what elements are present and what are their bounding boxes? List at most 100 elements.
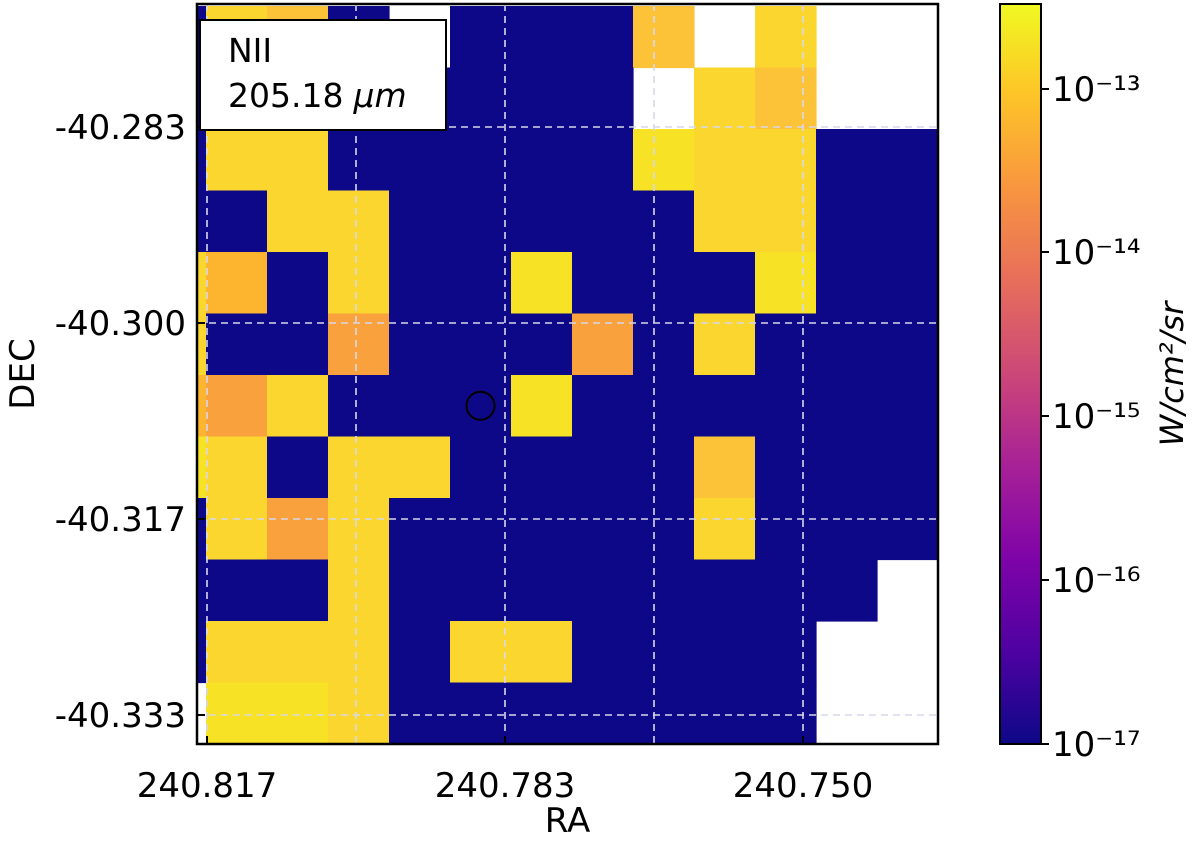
heatmap-cell bbox=[572, 6, 634, 69]
heatmap-cell bbox=[694, 375, 756, 438]
annotation-wavelength: 205.18 μm bbox=[228, 76, 407, 115]
y-tick-label: -40.333 bbox=[55, 696, 186, 736]
heatmap-cell bbox=[267, 498, 329, 561]
heatmap-cell bbox=[206, 498, 268, 561]
heatmap-cell bbox=[197, 252, 207, 315]
heatmap-cell bbox=[755, 498, 817, 561]
heatmap-cell bbox=[389, 498, 451, 561]
y-tick-label: -40.283 bbox=[55, 108, 186, 148]
heatmap-cell bbox=[755, 375, 817, 438]
plot-frame bbox=[195, 2, 940, 746]
heatmap-cell bbox=[694, 682, 756, 745]
heatmap-cell bbox=[389, 252, 451, 315]
heatmap-cell bbox=[511, 129, 573, 192]
heatmap-cell bbox=[206, 682, 268, 745]
heatmap-cell bbox=[816, 559, 878, 622]
heatmap-cell bbox=[389, 682, 451, 745]
heatmap-cell bbox=[206, 190, 268, 253]
heatmap-cell bbox=[206, 252, 268, 315]
heatmap-cell bbox=[694, 252, 756, 315]
y-axis-ticks: -40.283 -40.300 -40.317 -40.333 bbox=[55, 108, 205, 736]
heatmap-cell bbox=[511, 559, 573, 622]
heatmap-cell bbox=[572, 252, 634, 315]
heatmap-cell bbox=[816, 436, 878, 499]
heatmap-cell bbox=[755, 436, 817, 499]
heatmap-cell bbox=[511, 498, 573, 561]
heatmap-cell bbox=[633, 6, 695, 69]
x-axis-ticks: 240.817 240.783 240.750 bbox=[137, 736, 873, 806]
heatmap-cell bbox=[450, 190, 512, 253]
heatmap-cell bbox=[877, 129, 939, 192]
heatmap-cell bbox=[450, 436, 512, 499]
heatmap-cell bbox=[633, 436, 695, 499]
heatmap-cell bbox=[755, 190, 817, 253]
heatmap-cell bbox=[511, 621, 573, 684]
heatmap-cell bbox=[197, 375, 207, 438]
heatmap-cell bbox=[267, 682, 329, 745]
heatmap-cell bbox=[267, 252, 329, 315]
heatmap-cell bbox=[267, 436, 329, 499]
heatmap-cell bbox=[511, 252, 573, 315]
heatmap-cell bbox=[267, 375, 329, 438]
heatmap-cells bbox=[197, 6, 939, 745]
heatmap-cell bbox=[572, 559, 634, 622]
source-marker-circle bbox=[465, 390, 496, 421]
heatmap-cell bbox=[816, 498, 878, 561]
heatmap-cell bbox=[755, 129, 817, 192]
heatmap-cell bbox=[389, 559, 451, 622]
heatmap-cell bbox=[755, 313, 817, 376]
heatmap-cell bbox=[450, 375, 512, 438]
heatmap-cell bbox=[450, 313, 512, 376]
annotation-wavelength-value: 205.18 bbox=[228, 76, 343, 115]
heatmap-cell bbox=[511, 67, 573, 130]
x-tick-label: 240.783 bbox=[435, 766, 576, 806]
heatmap-cell bbox=[694, 498, 756, 561]
heatmap-cell bbox=[389, 436, 451, 499]
heatmap-cell bbox=[572, 129, 634, 192]
heatmap-cell bbox=[267, 313, 329, 376]
heatmap-cell bbox=[633, 190, 695, 253]
heatmap-cell bbox=[328, 375, 390, 438]
heatmap-cell bbox=[206, 559, 268, 622]
colorbar-tick-label: 10⁻¹⁴ bbox=[1052, 233, 1140, 273]
heatmap-cell bbox=[389, 129, 451, 192]
heatmap-cell bbox=[755, 682, 817, 745]
y-tick-label: -40.300 bbox=[55, 304, 186, 344]
heatmap-cell bbox=[328, 190, 390, 253]
heatmap-cell bbox=[450, 682, 512, 745]
heatmap-cell bbox=[755, 252, 817, 315]
heatmap-cell bbox=[572, 67, 634, 130]
heatmap-cell bbox=[877, 252, 939, 315]
heatmap-cell bbox=[877, 498, 939, 561]
heatmap-cell bbox=[511, 682, 573, 745]
heatmap-cell bbox=[328, 252, 390, 315]
heatmap-cell bbox=[755, 621, 817, 684]
heatmap-cell bbox=[694, 129, 756, 192]
heatmap-cell bbox=[694, 190, 756, 253]
heatmap-cell bbox=[816, 252, 878, 315]
heatmap-cell bbox=[328, 436, 390, 499]
colorbar-ticks: 10⁻¹³ 10⁻¹⁴ 10⁻¹⁵ 10⁻¹⁶ 10⁻¹⁷ bbox=[1041, 70, 1140, 765]
heatmap-cell bbox=[633, 682, 695, 745]
heatmap-cell bbox=[511, 375, 573, 438]
heatmap-cell bbox=[389, 375, 451, 438]
heatmap-cell bbox=[328, 129, 390, 192]
heatmap-cell bbox=[816, 375, 878, 438]
annotation-line-name: NII bbox=[228, 31, 272, 70]
heatmap-cell bbox=[450, 559, 512, 622]
heatmap-cell bbox=[206, 375, 268, 438]
heatmap-cell bbox=[877, 313, 939, 376]
heatmap-cell bbox=[389, 190, 451, 253]
heatmap-cell bbox=[450, 6, 512, 69]
heatmap-cell bbox=[755, 67, 817, 130]
heatmap-cell bbox=[633, 129, 695, 192]
heatmap-cell bbox=[197, 190, 207, 253]
heatmap-cell bbox=[633, 375, 695, 438]
x-tick-label: 240.817 bbox=[137, 766, 278, 806]
heatmap-cell bbox=[877, 190, 939, 253]
heatmap-cell bbox=[633, 559, 695, 622]
heatmap-cell bbox=[389, 621, 451, 684]
heatmap-cell bbox=[328, 313, 390, 376]
heatmap-cell bbox=[572, 375, 634, 438]
